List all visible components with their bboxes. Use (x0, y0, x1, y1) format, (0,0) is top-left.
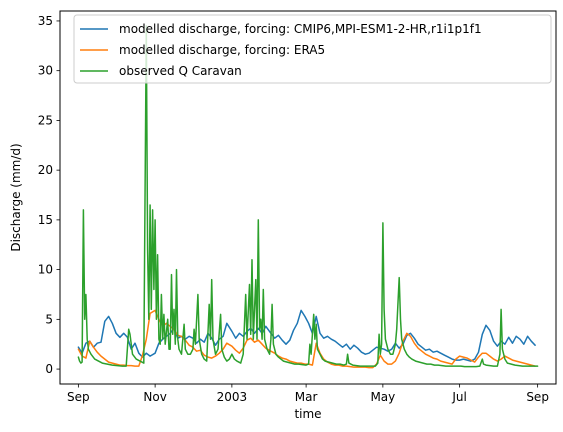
series-layer (77, 25, 539, 369)
legend: modelled discharge, forcing: CMIP6,MPI-E… (73, 14, 552, 84)
y-axis: 0 5 10 15 20 25 30 35 (38, 14, 60, 376)
y-tick-label: 35 (38, 14, 53, 28)
y-tick-label: 30 (38, 64, 53, 78)
plot-frame (59, 10, 557, 385)
y-tick-label: 10 (38, 263, 53, 277)
y-axis-label: Discharge (mm/d) (9, 143, 23, 251)
y-tick-label: 25 (38, 113, 53, 127)
y-tick-label: 20 (38, 163, 53, 177)
x-tick-label: May (370, 390, 395, 404)
y-tick-label: 15 (38, 213, 53, 227)
x-tick-label: 2003 (217, 390, 248, 404)
x-tick-label: Jul (451, 390, 466, 404)
x-tick-label: Mar (295, 390, 318, 404)
series-line-1 (77, 309, 536, 362)
y-tick-label: 0 (45, 362, 53, 376)
x-tick-label: Sep (526, 390, 549, 404)
series-line-3 (77, 25, 539, 368)
x-tick-label: Sep (67, 390, 90, 404)
legend-label-3: observed Q Caravan (119, 64, 242, 78)
x-tick-label: Nov (143, 390, 166, 404)
y-tick-label: 5 (45, 312, 53, 326)
legend-label-2: modelled discharge, forcing: ERA5 (119, 43, 325, 57)
legend-box (73, 14, 552, 84)
x-axis: Sep Nov 2003 Mar May Jul Sep (67, 384, 549, 404)
x-axis-label: time (294, 407, 321, 421)
legend-label-1: modelled discharge, forcing: CMIP6,MPI-E… (119, 22, 482, 36)
